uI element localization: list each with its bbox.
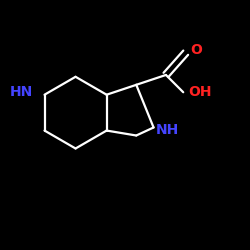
Text: HN: HN [10,85,34,99]
Text: OH: OH [188,85,212,99]
Text: O: O [191,43,202,57]
Text: NH: NH [156,123,179,137]
